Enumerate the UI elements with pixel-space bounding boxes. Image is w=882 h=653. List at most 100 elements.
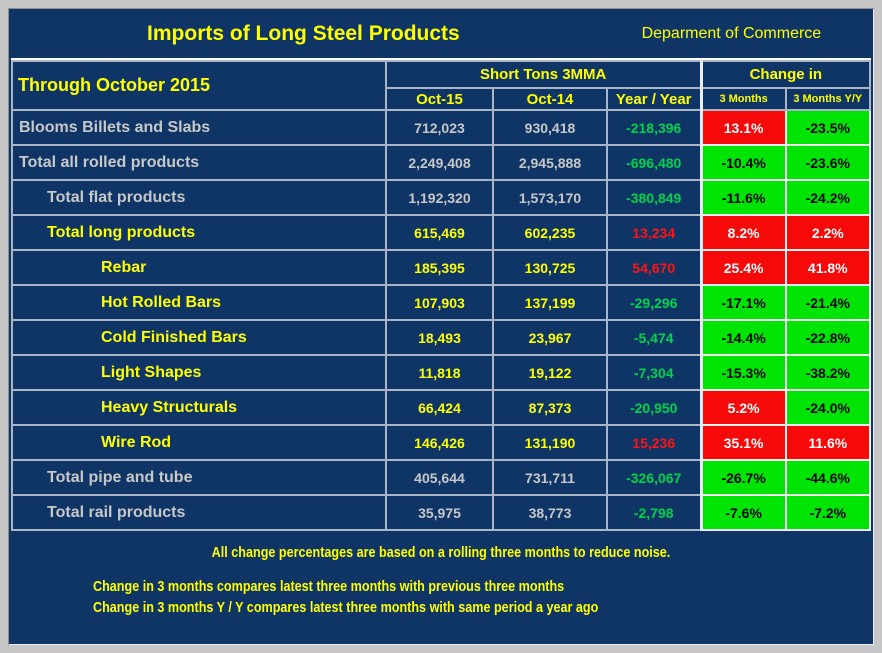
- value-oct14: 137,199: [492, 284, 608, 321]
- table-row: Total flat products 1,192,320 1,573,170 …: [11, 179, 872, 216]
- value-oct14: 602,235: [492, 214, 608, 251]
- change-3m-yy-cell: -38.2%: [784, 354, 872, 391]
- value-oct14: 38,773: [492, 494, 608, 531]
- change-3m-yy-cell: -7.2%: [784, 494, 872, 531]
- header-column-row: Oct-15 Oct-14 Year / Year 3 Months 3 Mon…: [12, 87, 872, 111]
- value-yoy: -2,798: [605, 494, 703, 531]
- value-oct15: 107,903: [384, 284, 495, 321]
- table-row: Total long products 615,469 602,235 13,2…: [11, 214, 872, 251]
- value-oct14: 131,190: [492, 424, 608, 461]
- table-row: Total rail products 35,975 38,773 -2,798…: [11, 494, 872, 531]
- note-3m-yy: Change in 3 months Y / Y compares latest…: [93, 599, 599, 616]
- value-oct14: 130,725: [492, 249, 608, 286]
- value-oct15: 615,469: [384, 214, 495, 251]
- value-oct14: 930,418: [492, 109, 608, 146]
- row-label: Cold Finished Bars: [11, 319, 387, 356]
- change-3m-yy-cell: -23.6%: [784, 144, 872, 181]
- value-oct15: 11,818: [384, 354, 495, 391]
- value-oct14: 1,573,170: [492, 179, 608, 216]
- change-3m-cell: 35.1%: [699, 424, 787, 461]
- row-label: Total rail products: [11, 494, 387, 531]
- value-yoy: -326,067: [605, 459, 703, 496]
- row-label: Heavy Structurals: [11, 389, 387, 426]
- change-3m-cell: -14.4%: [699, 319, 787, 356]
- row-label: Blooms Billets and Slabs: [11, 109, 387, 146]
- row-label: Total flat products: [11, 179, 387, 216]
- row-label: Total all rolled products: [11, 144, 387, 181]
- change-3m-yy-cell: -21.4%: [784, 284, 872, 321]
- value-oct14: 23,967: [492, 319, 608, 356]
- period-header-cell: Through October 2015: [11, 60, 387, 111]
- value-oct15: 405,644: [384, 459, 495, 496]
- row-label: Total long products: [11, 214, 387, 251]
- value-yoy: -696,480: [605, 144, 703, 181]
- header-group-row: Through October 2015 Short Tons 3MMA Cha…: [11, 60, 871, 111]
- table-row: Wire Rod 146,426 131,190 15,236 35.1% 11…: [11, 424, 872, 461]
- table-row: Total pipe and tube 405,644 731,711 -326…: [11, 459, 872, 496]
- col-header-oct14: Oct-14: [492, 87, 608, 111]
- change-3m-yy-cell: -23.5%: [784, 109, 872, 146]
- value-oct15: 146,426: [384, 424, 495, 461]
- table-row: Heavy Structurals 66,424 87,373 -20,950 …: [11, 389, 872, 426]
- value-yoy: 13,234: [605, 214, 703, 251]
- change-3m-yy-cell: -24.2%: [784, 179, 872, 216]
- change-3m-cell: -17.1%: [699, 284, 787, 321]
- col-header-3m: 3 Months: [699, 87, 787, 111]
- value-oct15: 2,249,408: [384, 144, 495, 181]
- note-3m: Change in 3 months compares latest three…: [93, 578, 565, 595]
- col-header-oct15: Oct-15: [384, 87, 495, 111]
- row-label: Wire Rod: [11, 424, 387, 461]
- table-row: Total all rolled products 2,249,408 2,94…: [11, 144, 872, 181]
- change-3m-cell: -11.6%: [699, 179, 787, 216]
- value-oct15: 185,395: [384, 249, 495, 286]
- change-3m-cell: -26.7%: [699, 459, 787, 496]
- table-row: Light Shapes 11,818 19,122 -7,304 -15.3%…: [11, 354, 872, 391]
- table-row: Cold Finished Bars 18,493 23,967 -5,474 …: [11, 319, 872, 356]
- value-yoy: -5,474: [605, 319, 703, 356]
- change-3m-yy-cell: 41.8%: [784, 249, 872, 286]
- value-yoy: 54,670: [605, 249, 703, 286]
- change-3m-cell: 8.2%: [699, 214, 787, 251]
- row-label: Total pipe and tube: [11, 459, 387, 496]
- value-yoy: -380,849: [605, 179, 703, 216]
- value-oct15: 712,023: [384, 109, 495, 146]
- value-oct15: 18,493: [384, 319, 495, 356]
- notes-section: All change percentages are based on a ro…: [11, 531, 871, 645]
- change-3m-yy-cell: -24.0%: [784, 389, 872, 426]
- change-3m-yy-cell: -22.8%: [784, 319, 872, 356]
- row-label: Rebar: [11, 249, 387, 286]
- report-canvas: Imports of Long Steel Products Deparment…: [8, 8, 874, 645]
- row-label: Hot Rolled Bars: [11, 284, 387, 321]
- value-oct14: 19,122: [492, 354, 608, 391]
- table-row: Rebar 185,395 130,725 54,670 25.4% 41.8%: [11, 249, 872, 286]
- col-header-3m-yy: 3 Months Y/Y: [784, 87, 872, 111]
- tons-group-header: Short Tons 3MMA: [384, 60, 703, 89]
- value-oct14: 2,945,888: [492, 144, 608, 181]
- imports-table: Through October 2015 Short Tons 3MMA Cha…: [11, 60, 872, 531]
- value-yoy: -7,304: [605, 354, 703, 391]
- note-rolling: All change percentages are based on a ro…: [211, 544, 671, 561]
- value-oct14: 731,711: [492, 459, 608, 496]
- change-group-header: Change in: [699, 60, 871, 89]
- value-yoy: 15,236: [605, 424, 703, 461]
- value-oct15: 66,424: [384, 389, 495, 426]
- change-3m-yy-cell: 11.6%: [784, 424, 872, 461]
- department-label: Deparment of Commerce: [641, 25, 822, 42]
- change-3m-cell: 25.4%: [699, 249, 787, 286]
- table-row: Hot Rolled Bars 107,903 137,199 -29,296 …: [11, 284, 872, 321]
- change-3m-cell: -7.6%: [699, 494, 787, 531]
- value-oct15: 35,975: [384, 494, 495, 531]
- value-yoy: -20,950: [605, 389, 703, 426]
- row-label: Light Shapes: [11, 354, 387, 391]
- change-3m-cell: 13.1%: [699, 109, 787, 146]
- change-3m-yy-cell: 2.2%: [784, 214, 872, 251]
- title-bar: Imports of Long Steel Products Deparment…: [11, 10, 871, 60]
- value-yoy: -29,296: [605, 284, 703, 321]
- value-oct15: 1,192,320: [384, 179, 495, 216]
- table-row: Blooms Billets and Slabs 712,023 930,418…: [11, 109, 872, 146]
- change-3m-cell: -15.3%: [699, 354, 787, 391]
- change-3m-cell: -10.4%: [699, 144, 787, 181]
- value-yoy: -218,396: [605, 109, 703, 146]
- change-3m-yy-cell: -44.6%: [784, 459, 872, 496]
